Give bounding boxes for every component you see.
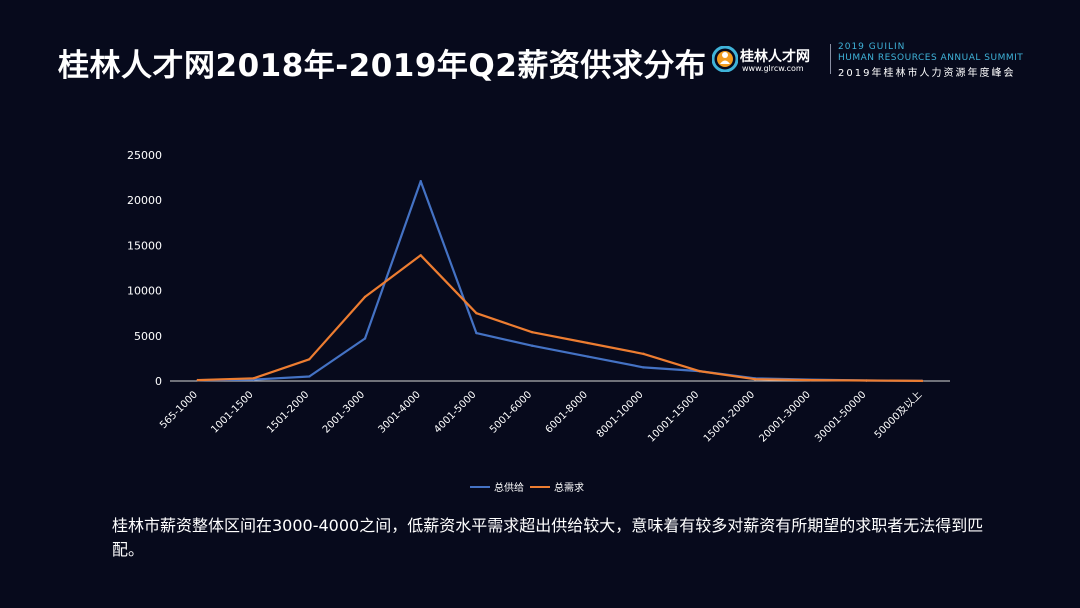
logo-url: www.glrcw.com bbox=[742, 64, 804, 73]
summit-english-line: HUMAN RESOURCES ANNUAL SUMMIT bbox=[838, 53, 1024, 63]
data-point bbox=[920, 379, 924, 383]
data-point bbox=[419, 180, 422, 183]
logo-name: 桂林人才网 bbox=[740, 49, 810, 65]
x-tick-label: 30001-50000 bbox=[813, 389, 868, 444]
x-tick-label: 2001-3000 bbox=[321, 389, 367, 435]
caption-text: 桂林市薪资整体区间在3000-4000之间，低薪资水平需求超出供给较大，意味着有… bbox=[112, 516, 984, 559]
series-line-1 bbox=[197, 180, 923, 382]
data-point bbox=[642, 366, 645, 369]
summit-year-line: 2019 GUILIN bbox=[838, 42, 906, 52]
series-line-2 bbox=[197, 254, 923, 382]
y-tick-label: 15000 bbox=[127, 239, 162, 252]
x-tick-label: 3001-4000 bbox=[377, 389, 423, 435]
summit-logo: 桂林人才网 www.glrcw.com 2019 GUILIN HUMAN RE… bbox=[712, 42, 1052, 84]
person-circle-logo-icon bbox=[712, 46, 738, 72]
x-tick-label: 6001-8000 bbox=[544, 389, 590, 435]
x-tick-label: 8001-10000 bbox=[595, 389, 646, 440]
page-title: 桂林人才网2018年-2019年Q2薪资供求分布 bbox=[58, 48, 707, 84]
data-point bbox=[308, 358, 311, 361]
data-point bbox=[363, 337, 367, 340]
y-tick-label: 5000 bbox=[134, 330, 162, 343]
data-point bbox=[363, 295, 367, 299]
data-point bbox=[586, 341, 590, 345]
x-tick-label: 1501-2000 bbox=[265, 389, 311, 435]
data-point bbox=[530, 344, 534, 347]
data-point bbox=[196, 378, 200, 382]
y-tick-label: 0 bbox=[155, 375, 162, 388]
x-tick-label: 20001-30000 bbox=[758, 389, 813, 444]
x-tick-label: 10001-15000 bbox=[646, 389, 701, 444]
data-point bbox=[252, 377, 255, 380]
data-point bbox=[698, 369, 701, 373]
x-tick-label: 15001-20000 bbox=[702, 389, 757, 444]
y-tick-label: 10000 bbox=[127, 285, 162, 298]
y-tick-label: 20000 bbox=[127, 194, 162, 207]
data-point bbox=[642, 352, 645, 356]
y-tick-label: 25000 bbox=[127, 149, 162, 162]
legend-label: 总需求 bbox=[554, 481, 584, 494]
data-point bbox=[475, 331, 478, 335]
x-tick-label: 5001-6000 bbox=[488, 389, 534, 435]
x-tick-label: 565-1000 bbox=[158, 389, 200, 431]
data-point bbox=[419, 254, 422, 257]
data-point bbox=[753, 377, 757, 381]
x-tick-label: 50000及以上 bbox=[872, 389, 924, 441]
data-point bbox=[308, 375, 311, 378]
legend-label: 总供给 bbox=[494, 481, 524, 494]
summit-chinese-line: 2019年桂林市人力资源年度峰会 bbox=[838, 68, 1016, 79]
data-point bbox=[809, 378, 812, 382]
data-point bbox=[865, 379, 868, 382]
data-point bbox=[475, 312, 478, 315]
data-point bbox=[530, 330, 534, 334]
data-point bbox=[586, 355, 590, 358]
logo-divider bbox=[830, 44, 831, 74]
x-tick-label: 4001-5000 bbox=[432, 389, 478, 435]
x-tick-label: 1001-1500 bbox=[209, 389, 255, 435]
